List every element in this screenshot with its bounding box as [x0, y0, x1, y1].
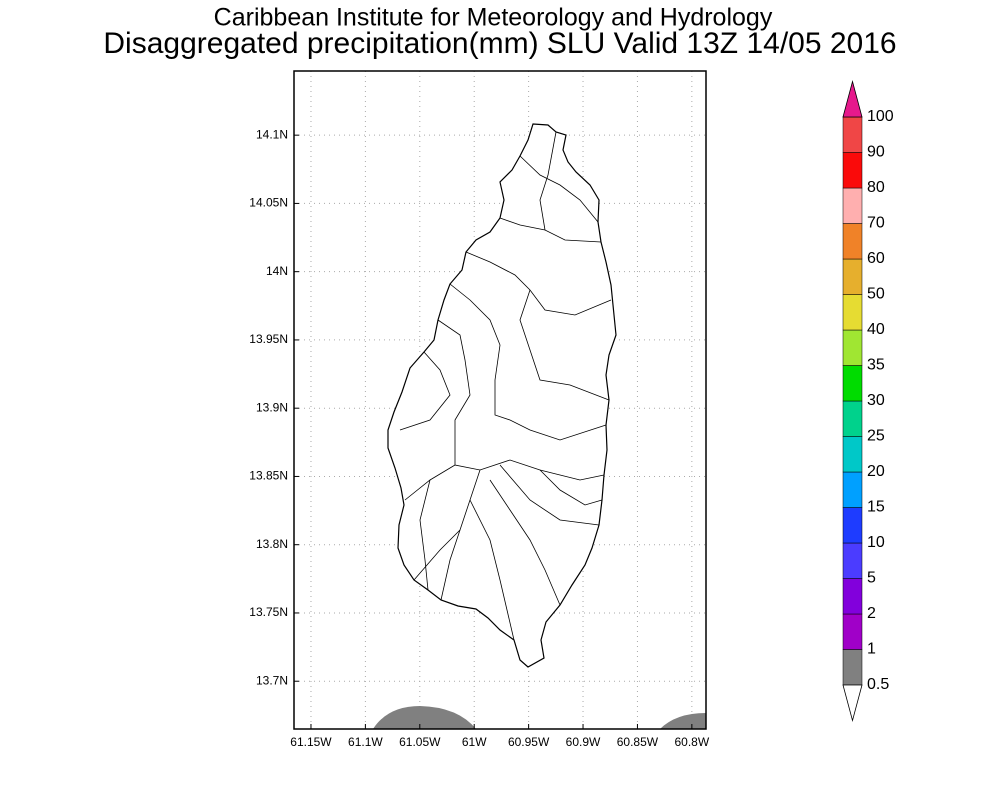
- colorbar-segment: [842, 542, 863, 579]
- x-tick-label: 60.95W: [508, 735, 550, 749]
- colorbar-segment: [842, 649, 863, 686]
- colorbar-label: 0.5: [867, 676, 889, 693]
- colorbar-segment: [842, 223, 863, 260]
- x-tick-label: 61.1W: [348, 735, 383, 749]
- colorbar-label: 100: [867, 108, 894, 125]
- y-tick-label: 13.7N: [256, 673, 288, 687]
- colorbar-label: 60: [867, 250, 885, 267]
- y-tick-label: 13.75N: [249, 605, 288, 619]
- y-tick-label: 14N: [266, 264, 288, 278]
- colorbar-label: 70: [867, 215, 885, 232]
- colorbar-segment: [842, 258, 863, 295]
- colorbar-segment: [842, 613, 863, 650]
- y-tick-label: 14.1N: [256, 127, 288, 141]
- colorbar-segment: [842, 116, 863, 153]
- x-tick-label: 60.8W: [675, 735, 710, 749]
- y-tick-label: 13.9N: [256, 400, 288, 414]
- y-tick-label: 14.05N: [249, 196, 288, 210]
- colorbar-label: 40: [867, 321, 885, 338]
- title: Caribbean Institute for Meteorology and …: [214, 4, 773, 32]
- x-tick-label: 61W: [462, 735, 487, 749]
- colorbar-segment: [842, 152, 863, 189]
- colorbar-label: 80: [867, 179, 885, 196]
- colorbar-segment: [842, 436, 863, 473]
- x-tick-label: 61.05W: [399, 735, 441, 749]
- colorbar-label: 20: [867, 463, 885, 480]
- colorbar-segment: [842, 294, 863, 331]
- colorbar-segment: [842, 329, 863, 366]
- colorbar-label: 1: [867, 641, 876, 658]
- colorbar-label: 5: [867, 570, 876, 587]
- colorbar-label: 90: [867, 144, 885, 161]
- colorbar-label: 50: [867, 286, 885, 303]
- colorbar-segment: [842, 187, 863, 224]
- x-tick-label: 60.85W: [617, 735, 659, 749]
- colorbar-label: 25: [867, 428, 885, 445]
- colorbar-label: 30: [867, 392, 885, 409]
- x-tick-label: 61.15W: [290, 735, 332, 749]
- colorbar-under: [842, 684, 863, 723]
- precipitation-area: [373, 706, 476, 729]
- subtitle: Disaggregated precipitation(mm) SLU Vali…: [103, 27, 896, 60]
- colorbar-segment: [842, 578, 863, 615]
- watershed-lines: [399, 131, 612, 641]
- precipitation-area: [660, 713, 706, 729]
- colorbar-segment: [842, 400, 863, 437]
- map-frame: [293, 70, 707, 730]
- colorbar-label: 15: [867, 499, 885, 516]
- map-area: [293, 70, 707, 730]
- y-tick-label: 13.8N: [256, 537, 288, 551]
- y-tick-label: 13.95N: [249, 332, 288, 346]
- colorbar-label: 10: [867, 534, 885, 551]
- axes: [294, 134, 693, 729]
- colorbar-segment: [842, 507, 863, 544]
- colorbar-label: 35: [867, 357, 885, 374]
- y-tick-label: 13.85N: [249, 469, 288, 483]
- x-tick-label: 60.9W: [566, 735, 601, 749]
- colorbar-segment: [842, 471, 863, 508]
- colorbar-segment: [842, 365, 863, 402]
- colorbar-label: 2: [867, 605, 876, 622]
- colorbar-over: [842, 79, 863, 118]
